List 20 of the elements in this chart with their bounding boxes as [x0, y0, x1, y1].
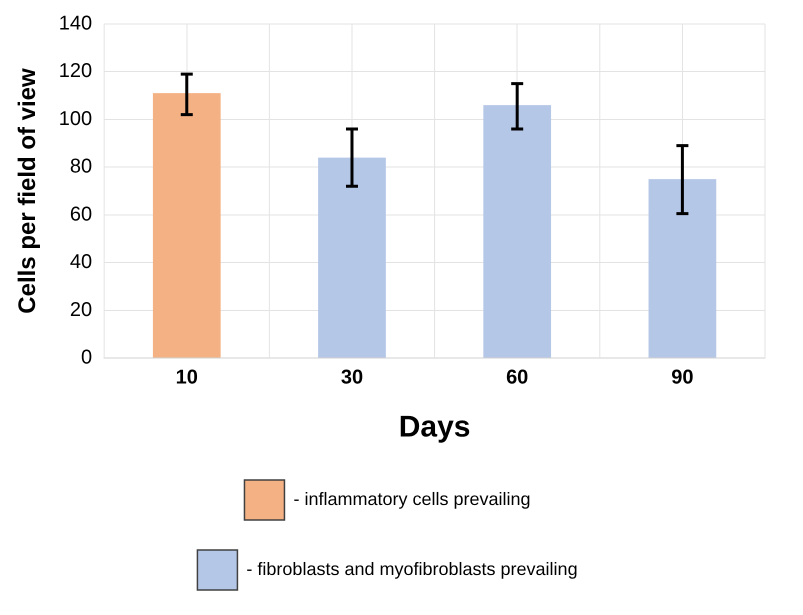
x-tick-label: 30 [340, 366, 364, 389]
legend-label: - fibroblasts and myofibroblasts prevailing [246, 558, 578, 579]
bar [152, 93, 221, 358]
y-tick-label: 40 [70, 251, 92, 274]
x-tick-label: 60 [506, 366, 528, 389]
y-axis-title: Cells per field of view [14, 68, 42, 314]
y-tick-label: 0 [81, 346, 92, 369]
y-tick-label: 60 [70, 203, 92, 226]
y-tick-label: 120 [58, 60, 92, 82]
x-tick-label: 90 [671, 366, 694, 389]
y-tick-label: 100 [58, 108, 92, 130]
y-tick-label: 140 [58, 12, 92, 35]
bar [483, 105, 552, 358]
legend-label: - inflammatory cells prevailing [293, 488, 531, 509]
bar [648, 179, 716, 358]
x-tick-label: 10 [176, 366, 198, 389]
y-tick-label: 20 [70, 298, 92, 321]
x-axis-title: Days [398, 410, 470, 444]
y-tick-label: 80 [70, 156, 92, 178]
bar [318, 158, 386, 358]
